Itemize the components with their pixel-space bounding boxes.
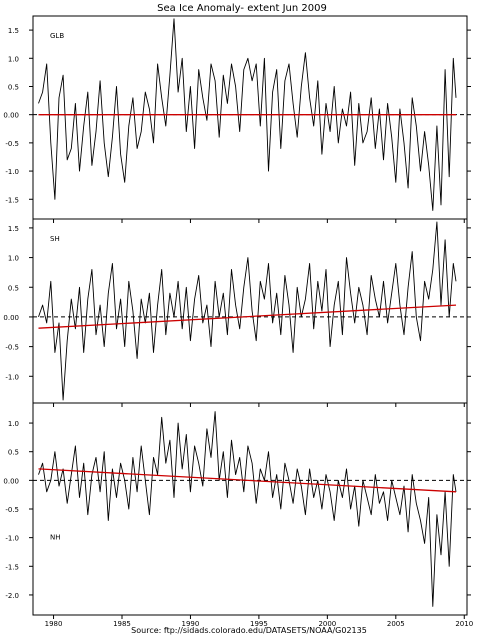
x-tick-label: 2000 — [318, 620, 336, 628]
anomaly-line — [38, 221, 457, 401]
y-tick-label: 1.0 — [8, 420, 19, 428]
y-tick-label: -0.5 — [5, 344, 19, 352]
y-tick-label: -2.0 — [5, 592, 19, 600]
y-tick-label: -0.5 — [5, 140, 19, 148]
panel-glb: GLB 1.5 1.0 0.5 0.00 -0.5 -1.0 -1.5 — [3, 15, 471, 223]
y-tick-label: 1.5 — [8, 225, 19, 233]
panel-label: SH — [50, 235, 60, 243]
panel-label: NH — [50, 534, 61, 542]
y-tick-label: -1.0 — [5, 535, 19, 543]
x-tick-label: 2010 — [455, 620, 473, 628]
y-tick-label: 0.00 — [3, 112, 19, 120]
y-tick-label: -1.0 — [5, 373, 19, 381]
y-tick-label: 1.5 — [8, 27, 19, 35]
trend-line — [38, 468, 457, 493]
source-note: Source: ftp://sidads.colorado.edu/DATASE… — [131, 626, 367, 635]
y-tick-label: 0.00 — [3, 314, 19, 322]
x-tick-label: 2005 — [387, 620, 405, 628]
panel-sh: SH 1.5 1.0 0.5 0.00 -0.5 -1.0 — [3, 218, 471, 407]
panel-nh: NH 1.0 0.5 0.00 -0.5 -1.0 -1.5 -2.0 1980 1985 1990… — [3, 402, 473, 628]
x-tick-label: 1985 — [113, 620, 131, 628]
y-tick-label: 0.5 — [8, 449, 19, 457]
x-tick-label: 1995 — [250, 620, 268, 628]
y-tick-label: 0.00 — [3, 477, 19, 485]
y-tick-label: -0.5 — [5, 506, 19, 514]
y-tick-label: -1.0 — [5, 168, 19, 176]
panel-frame — [32, 15, 468, 220]
panel-label: GLB — [50, 32, 64, 40]
y-tick-label: -1.5 — [5, 563, 19, 571]
y-tick-label: 0.5 — [8, 284, 19, 292]
panel-frame — [32, 218, 468, 404]
y-tick-label: 0.5 — [8, 83, 19, 91]
panels: GLB 1.5 1.0 0.5 0.00 -0.5 -1.0 -1.5 SH 1.5 1.0 0.5 0… — [3, 15, 473, 628]
anomaly-line — [38, 18, 457, 211]
panel-frame — [32, 402, 468, 616]
x-tick-label: 1980 — [45, 620, 63, 628]
y-tick-label: -1.5 — [5, 196, 19, 204]
chart-title: Sea Ice Anomaly- extent Jun 2009 — [157, 3, 327, 14]
y-tick-label: 1.0 — [8, 55, 19, 63]
anomaly-line — [38, 411, 457, 607]
x-tick-label: 1990 — [182, 620, 200, 628]
y-tick-label: 1.0 — [8, 255, 19, 263]
trend-line — [38, 304, 457, 329]
